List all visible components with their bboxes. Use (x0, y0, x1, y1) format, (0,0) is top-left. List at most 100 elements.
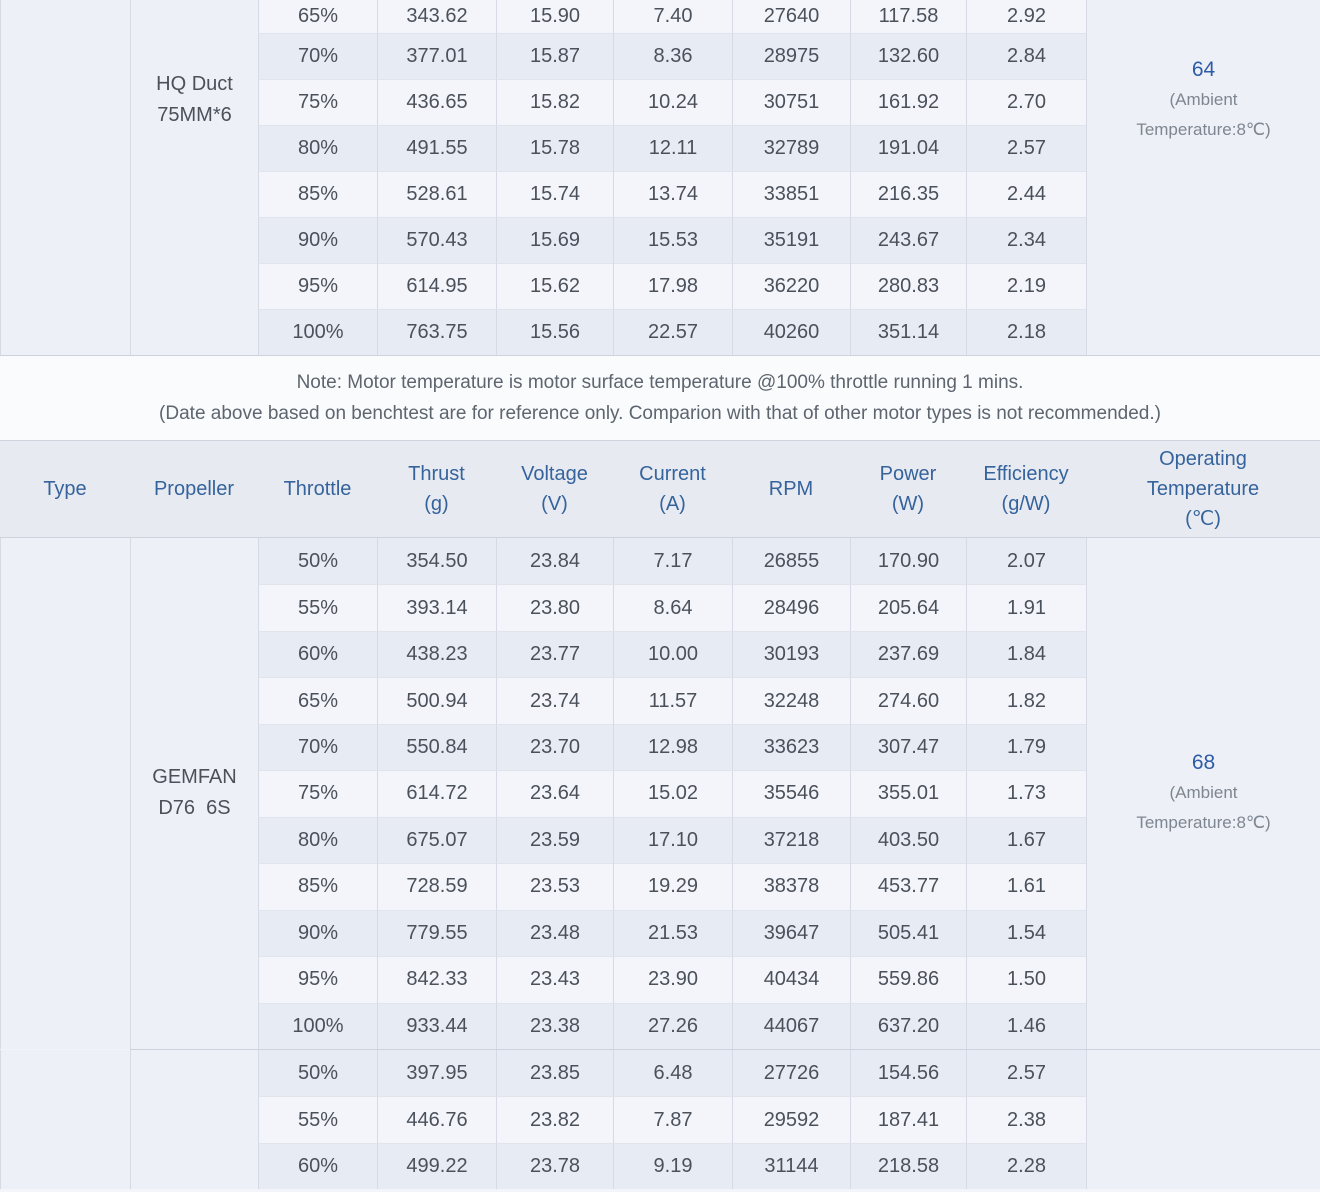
cell-throttle: 90% (258, 909, 377, 957)
cell-voltage: 23.64 (496, 770, 613, 817)
cell-thrust: 500.94 (377, 677, 496, 724)
cell-rpm: 44067 (732, 1002, 850, 1049)
cell-throttle: 55% (258, 584, 377, 631)
cell-power: 216.35 (850, 171, 966, 217)
cell-current: 21.53 (613, 909, 732, 957)
cell-efficiency: 2.57 (966, 1050, 1086, 1097)
table-section-gemfan: GEMFAN D76 6S 68 (Ambient Temperature:8℃) 50%… (0, 538, 1320, 1049)
temperature-cell: 64 (Ambient Temperature:8℃) (1086, 0, 1320, 355)
cell-rpm: 30751 (732, 79, 850, 125)
cell-voltage: 23.85 (496, 1050, 613, 1097)
cell-current: 15.02 (613, 770, 732, 817)
cell-throttle: 95% (258, 956, 377, 1003)
cell-efficiency: 1.61 (966, 863, 1086, 910)
cell-efficiency: 2.57 (966, 125, 1086, 171)
cell-efficiency: 2.34 (966, 217, 1086, 263)
cell-power: 132.60 (850, 33, 966, 79)
cell-thrust: 343.62 (377, 0, 496, 33)
cell-throttle: 50% (258, 538, 377, 585)
cell-thrust: 446.76 (377, 1096, 496, 1143)
cell-rpm: 40434 (732, 956, 850, 1003)
cell-throttle: 100% (258, 309, 377, 355)
col-header-throttle: Throttle (283, 478, 352, 500)
cell-current: 13.74 (613, 171, 732, 217)
cell-power: 453.77 (850, 863, 966, 910)
propeller-cell (130, 1050, 258, 1190)
cell-rpm: 28496 (732, 584, 850, 631)
cell-rpm: 36220 (732, 263, 850, 309)
cell-rpm: 32789 (732, 125, 850, 171)
cell-throttle: 80% (258, 816, 377, 864)
col-header-current: Current (A) (639, 463, 706, 515)
cell-rpm: 40260 (732, 309, 850, 355)
cell-current: 11.57 (613, 677, 732, 724)
cell-rpm: 39647 (732, 909, 850, 957)
cell-voltage: 23.38 (496, 1002, 613, 1049)
temperature-cell: 68 (Ambient Temperature:8℃) (1086, 538, 1320, 1049)
cell-current: 7.87 (613, 1096, 732, 1143)
cell-efficiency: 2.28 (966, 1142, 1086, 1190)
cell-throttle: 75% (258, 770, 377, 817)
cell-efficiency: 2.18 (966, 309, 1086, 355)
temperature-content: 68 (Ambient Temperature:8℃) (1136, 748, 1270, 838)
ambient-note-line-2: Temperature:8℃) (1136, 120, 1271, 139)
cell-throttle: 65% (258, 677, 377, 724)
note-line-1: Note: Motor temperature is motor surface… (296, 372, 1024, 393)
cell-efficiency: 1.54 (966, 909, 1086, 957)
temperature-value: 64 (1191, 58, 1216, 81)
table-section-hq-duct: HQ Duct 75MM*6 64 (Ambient Temperature:8℃) 65… (0, 0, 1320, 355)
cell-thrust: 614.72 (377, 770, 496, 817)
cell-thrust: 842.33 (377, 956, 496, 1003)
cell-power: 351.14 (850, 309, 966, 355)
cell-power: 237.69 (850, 630, 966, 678)
col-header-type: Type (43, 478, 87, 500)
cell-power: 505.41 (850, 909, 966, 957)
type-cell (0, 0, 130, 355)
cell-power: 355.01 (850, 770, 966, 817)
cell-efficiency: 1.82 (966, 677, 1086, 724)
cell-voltage: 23.53 (496, 863, 613, 910)
cell-rpm: 28975 (732, 33, 850, 79)
propeller-label: GEMFAN D76 6S (152, 766, 237, 820)
section-divider (130, 1049, 1320, 1050)
cell-efficiency: 2.70 (966, 79, 1086, 125)
cell-power: 161.92 (850, 79, 966, 125)
cell-power: 274.60 (850, 677, 966, 724)
cell-efficiency: 1.79 (966, 723, 1086, 771)
cell-thrust: 377.01 (377, 33, 496, 79)
cell-current: 8.64 (613, 584, 732, 631)
header-bottom-divider (0, 537, 1320, 538)
cell-efficiency: 2.19 (966, 263, 1086, 309)
col-header-efficiency: Efficiency (g/W) (983, 463, 1069, 515)
cell-power: 154.56 (850, 1050, 966, 1097)
cell-thrust: 933.44 (377, 1002, 496, 1049)
temperature-content: 64 (Ambient Temperature:8℃) (1136, 55, 1270, 145)
col-header-propeller: Propeller (153, 478, 235, 500)
cell-thrust: 728.59 (377, 863, 496, 910)
cell-current: 22.57 (613, 309, 732, 355)
cell-thrust: 393.14 (377, 584, 496, 631)
cell-throttle: 50% (258, 1050, 377, 1097)
propeller-cell: HQ Duct 75MM*6 (130, 0, 258, 355)
cell-voltage: 15.87 (496, 33, 613, 79)
note-line-2: (Date above based on benchtest are for r… (159, 403, 1161, 424)
cell-voltage: 23.59 (496, 816, 613, 864)
cell-throttle: 100% (258, 1002, 377, 1049)
cell-rpm: 33623 (732, 723, 850, 771)
cell-rpm: 37218 (732, 816, 850, 864)
cell-thrust: 763.75 (377, 309, 496, 355)
cell-rpm: 29592 (732, 1096, 850, 1143)
cell-thrust: 528.61 (377, 171, 496, 217)
cell-efficiency: 2.38 (966, 1096, 1086, 1143)
cell-throttle: 60% (258, 630, 377, 678)
cell-current: 12.98 (613, 723, 732, 771)
cell-current: 15.53 (613, 217, 732, 263)
section-divider (0, 355, 1320, 356)
cell-thrust: 438.23 (377, 630, 496, 678)
cell-power: 187.41 (850, 1096, 966, 1143)
cell-current: 23.90 (613, 956, 732, 1003)
cell-voltage: 23.77 (496, 630, 613, 678)
cell-power: 637.20 (850, 1002, 966, 1049)
cell-efficiency: 1.73 (966, 770, 1086, 817)
